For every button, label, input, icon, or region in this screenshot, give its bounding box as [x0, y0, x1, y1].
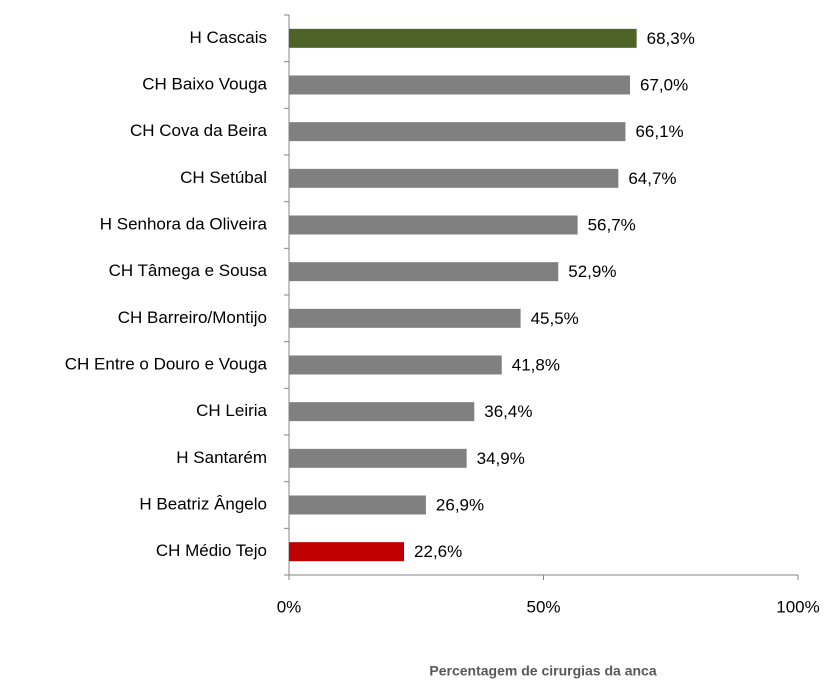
value-label: 64,7% [628, 169, 676, 188]
value-label: 68,3% [647, 29, 695, 48]
x-tick-label: 50% [526, 597, 560, 616]
bar [289, 28, 637, 48]
y-tick-label: CH Entre o Douro e Vouga [65, 354, 268, 373]
x-axis-title: Percentagem de cirurgias da anca [429, 663, 656, 679]
bar [289, 215, 578, 235]
y-tick-label: CH Setúbal [180, 168, 267, 187]
bar [289, 308, 521, 328]
bar [289, 495, 426, 515]
bar [289, 122, 626, 142]
value-label: 52,9% [568, 262, 616, 281]
bar [289, 355, 502, 375]
value-label: 66,1% [635, 122, 683, 141]
value-label: 34,9% [477, 449, 525, 468]
value-label: 45,5% [531, 309, 579, 328]
value-label: 41,8% [512, 355, 560, 374]
bar [289, 75, 631, 95]
x-tick-label: 100% [776, 597, 819, 616]
y-tick-label: H Santarém [176, 448, 267, 467]
bar [289, 542, 405, 562]
bar [289, 402, 475, 422]
x-tick-label: 0% [277, 597, 302, 616]
y-tick-label: CH Barreiro/Montijo [118, 308, 267, 327]
y-tick-label: CH Tâmega e Sousa [109, 261, 268, 280]
y-tick-label: H Senhora da Oliveira [100, 214, 268, 233]
y-tick-label: H Beatriz Ângelo [139, 494, 267, 513]
y-tick-label: H Cascais [190, 28, 267, 47]
value-label: 56,7% [588, 215, 636, 234]
bar [289, 262, 559, 282]
y-tick-label: CH Leiria [196, 401, 267, 420]
value-label: 67,0% [640, 75, 688, 94]
y-tick-label: CH Médio Tejo [156, 541, 267, 560]
value-label: 36,4% [484, 402, 532, 421]
value-label: 26,9% [436, 495, 484, 514]
bar [289, 448, 467, 468]
bar [289, 168, 619, 188]
value-label: 22,6% [414, 542, 462, 561]
y-tick-label: CH Baixo Vouga [142, 74, 267, 93]
y-tick-label: CH Cova da Beira [130, 121, 268, 140]
